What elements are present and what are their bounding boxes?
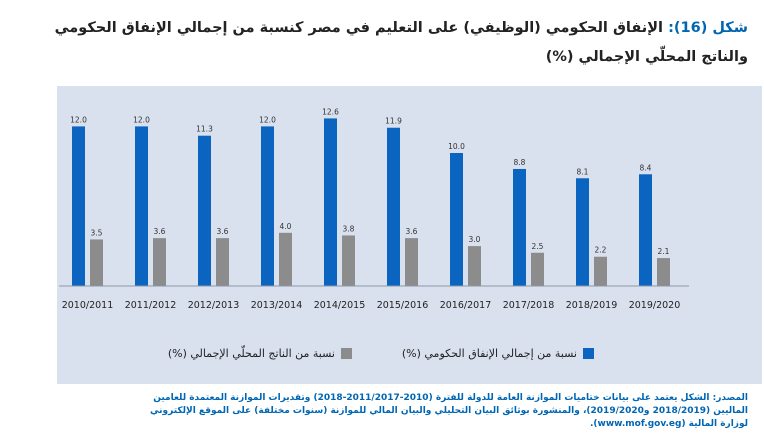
data-label-gdp: 2.1 bbox=[658, 247, 670, 256]
chart-panel: 12.0 3.5 2010/2011 12.0 3.6 2011/2012 11.3 3.6 2… bbox=[57, 86, 762, 384]
bar-government-spending bbox=[513, 168, 526, 286]
data-label-gdp: 3.6 bbox=[217, 227, 229, 236]
x-tick-label: 2014/2015 bbox=[314, 300, 366, 311]
bar-gdp bbox=[216, 238, 229, 286]
bar-gdp bbox=[405, 238, 418, 286]
data-label-gdp: 2.2 bbox=[595, 246, 607, 255]
data-label-gdp: 2.5 bbox=[532, 242, 544, 251]
bar-gdp bbox=[90, 239, 103, 286]
x-tick-label: 2013/2014 bbox=[251, 300, 303, 311]
bar-gdp bbox=[153, 238, 166, 286]
data-label-gdp: 3.0 bbox=[469, 235, 481, 244]
x-tick-label: 2015/2016 bbox=[377, 300, 429, 311]
legend-label-government-spending: نسبة من إجمالي الإنفاق الحكومي (%) bbox=[401, 346, 577, 360]
legend-swatch-gdp bbox=[341, 347, 352, 359]
figure-number: شكل (16): bbox=[668, 20, 748, 36]
data-label-gdp: 3.6 bbox=[406, 227, 418, 236]
figure-title: شكل (16): الإنفاق الحكومي (الوظيفي) على … bbox=[48, 14, 748, 72]
legend-item-gdp: نسبة من الناتج المحلّي الإجمالي (%) bbox=[168, 343, 352, 363]
bar-government-spending bbox=[387, 127, 400, 286]
bar-government-spending bbox=[261, 126, 274, 287]
data-label-government-spending: 10.0 bbox=[448, 142, 465, 151]
bar-government-spending bbox=[135, 126, 148, 287]
bar-gdp bbox=[342, 235, 355, 286]
data-label-government-spending: 12.0 bbox=[259, 115, 276, 124]
data-label-gdp: 3.6 bbox=[154, 227, 166, 236]
bar-government-spending bbox=[576, 178, 589, 286]
bar-government-spending bbox=[450, 153, 463, 286]
data-label-government-spending: 8.8 bbox=[514, 158, 526, 167]
data-label-government-spending: 8.4 bbox=[640, 163, 652, 172]
bar-gdp bbox=[279, 232, 292, 286]
bar-gdp bbox=[657, 258, 670, 286]
x-tick-label: 2018/2019 bbox=[566, 300, 618, 311]
bar-gdp bbox=[468, 246, 481, 286]
data-label-government-spending: 12.0 bbox=[133, 115, 150, 124]
legend-swatch-government-spending bbox=[583, 347, 594, 359]
bar-government-spending bbox=[198, 135, 211, 286]
x-tick-label: 2017/2018 bbox=[503, 300, 555, 311]
data-label-gdp: 3.5 bbox=[91, 228, 103, 237]
x-tick-label: 2010/2011 bbox=[62, 300, 114, 311]
data-label-government-spending: 12.6 bbox=[322, 107, 339, 116]
x-tick-label: 2016/2017 bbox=[440, 300, 492, 311]
data-label-government-spending: 11.3 bbox=[196, 125, 213, 134]
x-tick-label: 2011/2012 bbox=[125, 300, 177, 311]
bar-government-spending bbox=[72, 126, 85, 287]
x-tick-label: 2019/2020 bbox=[629, 300, 681, 311]
chart-legend: نسبة من إجمالي الإنفاق الحكومي (%) نسبة … bbox=[57, 341, 762, 367]
x-tick-label: 2012/2013 bbox=[188, 300, 240, 311]
data-label-government-spending: 8.1 bbox=[577, 167, 589, 176]
source-note: المصدر: الشكل يعتمد على بيانات ختاميات ا… bbox=[150, 393, 748, 429]
bar-gdp bbox=[594, 256, 607, 286]
bar-government-spending bbox=[324, 118, 337, 286]
bar-gdp bbox=[531, 252, 544, 286]
bar-chart: 12.0 3.5 2010/2011 12.0 3.6 2011/2012 11.3 3.6 2… bbox=[59, 107, 689, 311]
legend-item-government-spending: نسبة من إجمالي الإنفاق الحكومي (%) bbox=[402, 343, 594, 363]
data-label-government-spending: 12.0 bbox=[70, 115, 87, 124]
figure-title-text: الإنفاق الحكومي (الوظيفي) على التعليم في… bbox=[54, 20, 748, 65]
data-label-government-spending: 11.9 bbox=[385, 117, 402, 126]
data-label-gdp: 3.8 bbox=[343, 224, 355, 233]
bar-government-spending bbox=[639, 174, 652, 286]
legend-label-gdp: نسبة من الناتج المحلّي الإجمالي (%) bbox=[167, 346, 335, 360]
data-label-gdp: 4.0 bbox=[280, 222, 292, 231]
